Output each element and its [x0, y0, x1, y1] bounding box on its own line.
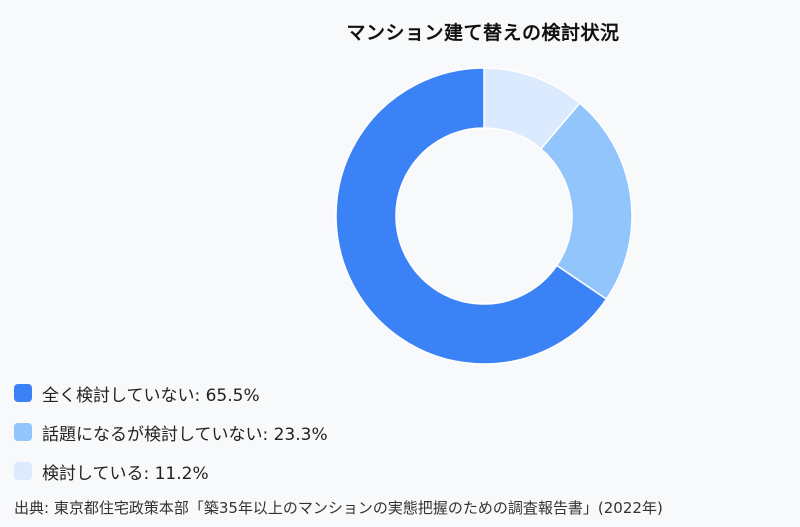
source-note: 出典: 東京都住宅政策本部「築35年以上のマンションの実態把握のための調査報告書…: [14, 499, 663, 517]
legend-swatch: [14, 423, 32, 441]
legend-item-considering: 検討している: 11.2%: [14, 458, 574, 484]
legend-label: 話題になるが検討していない: 23.3%: [42, 424, 328, 445]
legend: 全く検討していない: 65.5% 話題になるが検討していない: 23.3% 検討…: [14, 380, 574, 497]
chart-title: マンション建て替えの検討状況: [346, 22, 620, 44]
legend-swatch: [14, 384, 32, 402]
legend-label: 全く検討していない: 65.5%: [42, 385, 260, 406]
legend-item-not-considered: 全く検討していない: 65.5%: [14, 380, 574, 406]
slice-discussed: [539, 102, 633, 301]
legend-item-discussed: 話題になるが検討していない: 23.3%: [14, 419, 574, 445]
donut-chart: [335, 67, 633, 365]
legend-label: 検討している: 11.2%: [42, 463, 209, 484]
legend-swatch: [14, 462, 32, 480]
slice-not-considered: [335, 67, 608, 365]
